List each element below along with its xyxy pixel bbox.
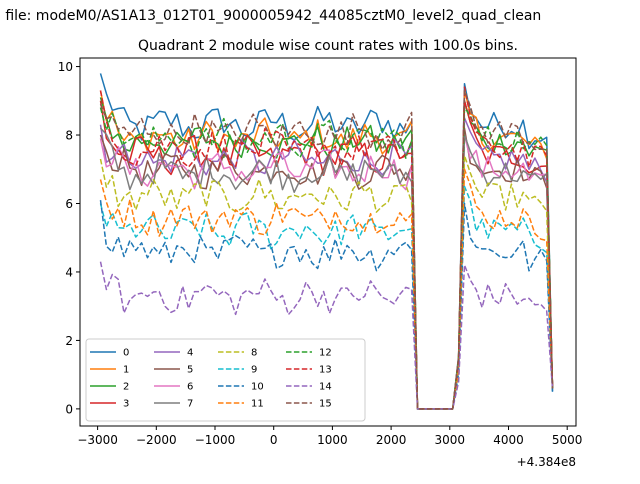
legend-label-10: 10 [251,382,264,393]
legend-label-9: 9 [251,365,257,376]
x-tick-label: 4000 [493,433,524,447]
series-line-6 [99,134,554,410]
legend-label-1: 1 [123,365,129,376]
legend-label-6: 6 [187,382,193,393]
legend-label-2: 2 [123,382,129,393]
x-tick-label: 5000 [552,433,583,447]
figure-suptitle: n file: modeM0/AS1A13_012T01_9000005942_… [0,8,541,24]
legend-label-13: 13 [319,365,332,376]
series-line-9 [99,185,554,410]
legend-label-14: 14 [319,382,332,393]
x-tick-label: −3000 [77,433,118,447]
series-line-8 [99,154,554,410]
series-line-14 [99,261,554,410]
series-line-2 [99,97,554,410]
series-line-4 [99,117,554,410]
x-tick-label: 2000 [376,433,407,447]
series-line-7 [99,127,554,410]
x-axis: −3000 −2000 −1000 0 1000 2000 3000 4000 5000 [77,426,582,447]
axes-frame [79,57,577,427]
chart-title: Quadrant 2 module wise count rates with … [138,38,518,54]
legend-label-12: 12 [319,348,332,359]
y-tick-label: 2 [65,334,73,348]
y-tick-label: 0 [65,402,73,416]
series-line-11 [99,168,554,410]
y-tick-label: 6 [65,197,73,211]
x-tick-label: 0 [270,433,278,447]
y-axis: 0 2 4 6 8 10 [58,60,80,416]
series-line-15 [99,89,554,410]
series-layer [99,73,554,410]
legend-label-4: 4 [187,348,193,359]
y-tick-label: 4 [65,265,73,279]
legend-label-3: 3 [123,399,129,410]
y-tick-label: 8 [65,129,73,143]
legend-label-11: 11 [251,399,264,410]
legend-label-5: 5 [187,365,193,376]
x-offset-label: +4.384e8 [517,455,576,469]
legend-frame [85,338,366,422]
series-line-10 [99,200,554,410]
series-line-13 [99,86,554,410]
x-tick-label: −1000 [195,433,236,447]
legend-label-0: 0 [123,348,129,359]
series-line-5 [99,127,554,410]
legend-label-7: 7 [187,399,193,410]
legend-label-15: 15 [319,399,332,410]
y-tick-label: 10 [58,60,73,74]
legend-label-8: 8 [251,348,257,359]
x-tick-label: −2000 [136,433,177,447]
x-tick-label: 1000 [317,433,348,447]
x-tick-label: 3000 [435,433,466,447]
